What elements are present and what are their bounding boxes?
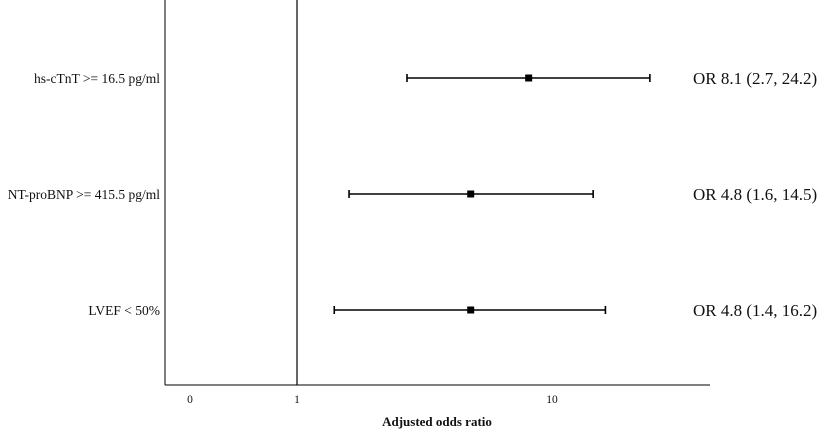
forest-row: LVEF < 50% OR 4.8 (1.4, 16.2) xyxy=(88,301,817,320)
x-tick-label: 0 xyxy=(187,394,193,406)
forest-row: NT-proBNP >= 415.5 pg/ml OR 4.8 (1.6, 14.… xyxy=(8,185,817,204)
x-axis-title: Adjusted odds ratio xyxy=(382,414,492,429)
forest-row: hs-cTnT >= 16.5 pg/ml OR 8.1 (2.7, 24.2) xyxy=(34,69,817,88)
point-estimate xyxy=(525,74,533,82)
or-annotation: OR 8.1 (2.7, 24.2) xyxy=(693,69,817,88)
row-label: NT-proBNP >= 415.5 pg/ml xyxy=(8,187,160,202)
point-estimate xyxy=(467,190,475,198)
row-label: LVEF < 50% xyxy=(88,303,160,318)
x-tick-label: 10 xyxy=(546,394,558,406)
x-axis-ticks: 0 1 10 xyxy=(187,394,558,406)
point-estimate xyxy=(467,306,475,314)
row-label: hs-cTnT >= 16.5 pg/ml xyxy=(34,71,160,86)
plot-frame xyxy=(164,0,710,386)
forest-rows: hs-cTnT >= 16.5 pg/ml OR 8.1 (2.7, 24.2) N… xyxy=(8,69,817,320)
or-annotation: OR 4.8 (1.4, 16.2) xyxy=(693,301,817,320)
x-tick-label: 1 xyxy=(294,394,300,406)
or-annotation: OR 4.8 (1.6, 14.5) xyxy=(693,185,817,204)
